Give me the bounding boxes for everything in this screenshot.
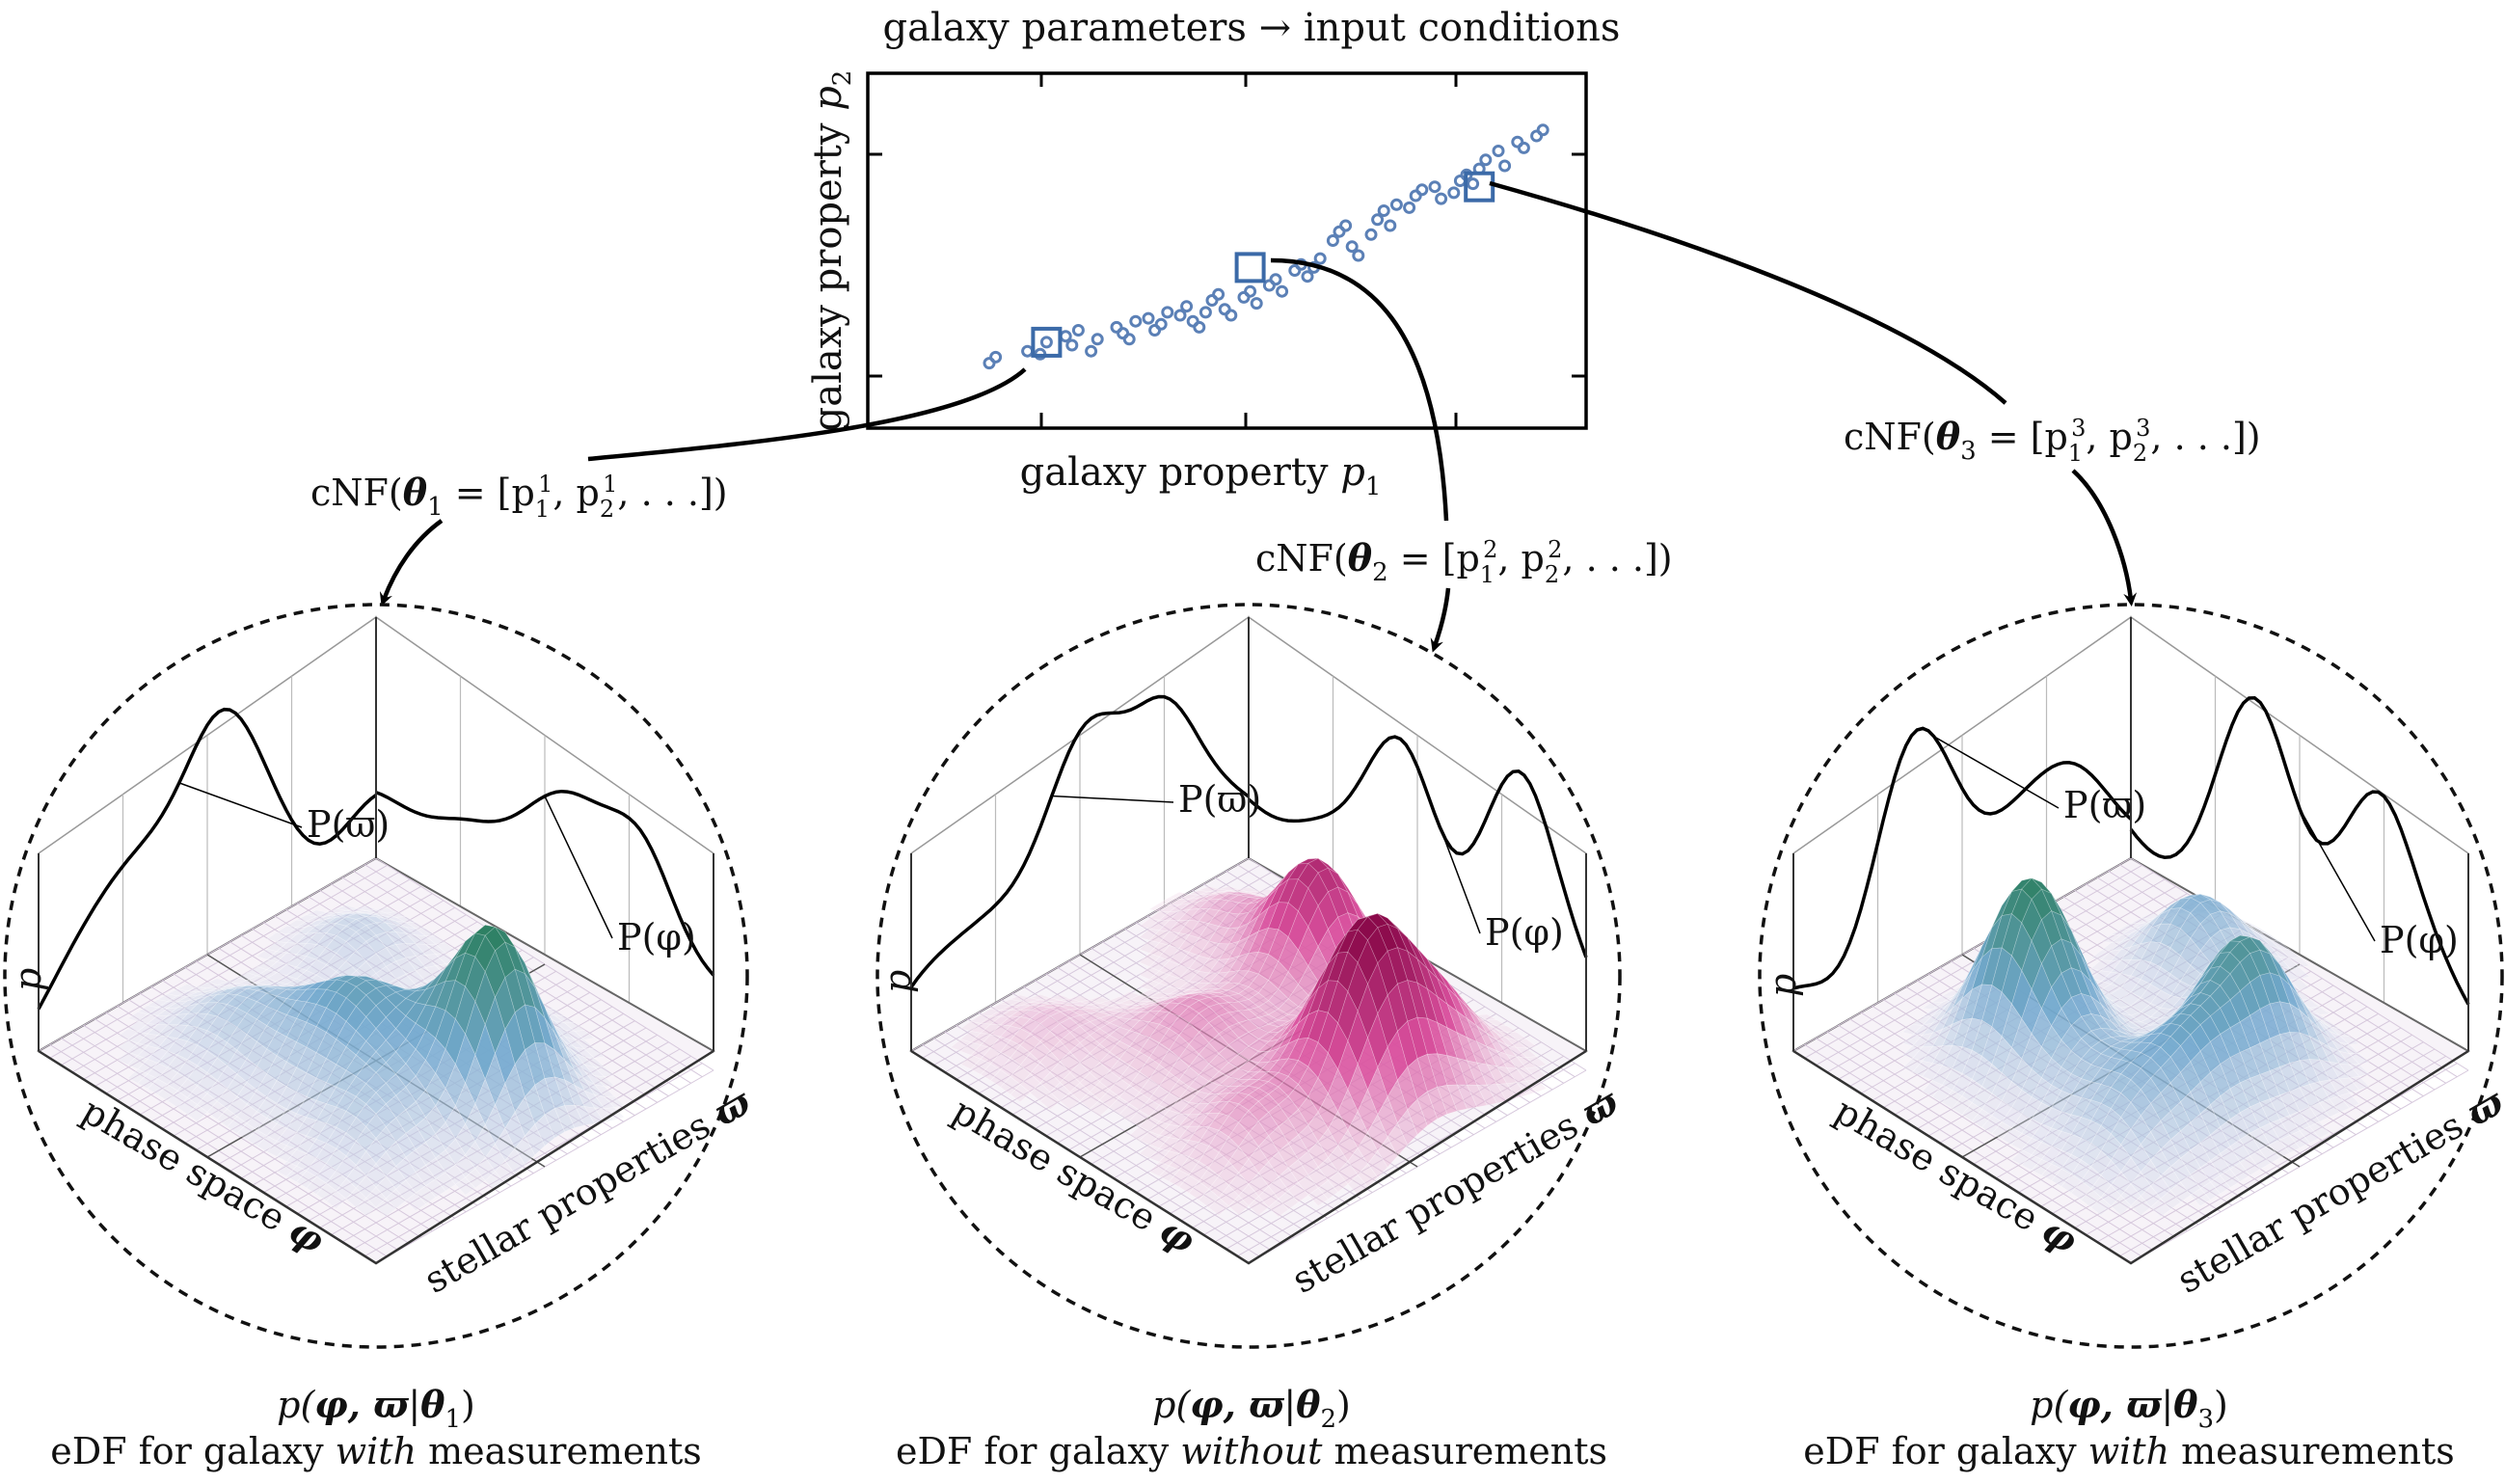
scatter-ylabel: galaxy property p2 <box>806 70 857 432</box>
scatter-point <box>1199 306 1212 319</box>
density-surface <box>1901 877 2370 1218</box>
scatter-point <box>1301 270 1314 283</box>
caption-text-2: eDF for galaxy without measurements <box>896 1430 1607 1472</box>
scatter-point <box>1384 219 1397 232</box>
scatter-point <box>1345 240 1359 254</box>
scatter-point <box>1479 153 1493 167</box>
marginal-curve-phi <box>2129 696 2470 1006</box>
scatter-point <box>1536 123 1549 137</box>
scatter-points <box>983 123 1549 370</box>
scatter-point <box>1389 198 1403 211</box>
edf-panel-2: P(ϖ) P(φ) p phase space φ stellar proper… <box>875 603 1626 1472</box>
scatter-point <box>1371 213 1385 227</box>
scatter-point <box>1244 284 1257 298</box>
edf-surface-1 <box>3 603 749 1349</box>
p-phi-label-3: P(φ) <box>2380 919 2459 961</box>
scatter-point <box>1326 234 1339 247</box>
arrow-2 <box>1430 587 1451 653</box>
scatter-point <box>1447 186 1461 200</box>
scatter-point <box>1154 317 1168 331</box>
scatter-point <box>1352 249 1365 262</box>
top-scatter-plot: galaxy parameters → input conditions gal… <box>806 6 1620 501</box>
connector-2 <box>1270 257 1449 522</box>
scatter-point <box>1142 311 1155 325</box>
highlighted-galaxy-theta3 <box>1464 171 1495 202</box>
caption-formula-1: p(φ, ϖ|θ1) <box>277 1383 475 1434</box>
scatter-point <box>1339 219 1353 232</box>
scatter-point <box>1173 309 1187 322</box>
scatter-point <box>1180 300 1194 313</box>
p-varpi-label-2: P(ϖ) <box>1178 778 1261 821</box>
p-axis-label-1: p <box>7 968 49 991</box>
scatter-frame <box>866 71 1588 430</box>
cnf-label-2: cNF(θ2 = [p12, p22, . . .]) <box>1255 536 1673 588</box>
scatter-point <box>1085 344 1098 358</box>
cnf-label-3: cNF(θ3 = [p13, p23, . . .]) <box>1844 415 2261 467</box>
connector-3 <box>1489 180 2007 405</box>
scatter-point <box>1071 324 1085 337</box>
caption-text-1: eDF for galaxy with measurements <box>50 1430 701 1472</box>
scatter-point <box>1467 177 1480 191</box>
caption-formula-2: p(φ, ϖ|θ2) <box>1152 1383 1351 1434</box>
scatter-point <box>1122 333 1136 346</box>
arrow-1 <box>379 519 444 607</box>
scatter-point <box>1403 201 1416 214</box>
scatter-point <box>1276 284 1289 298</box>
dashed-boundary <box>875 603 1622 1349</box>
arrow-3 <box>2071 469 2138 607</box>
scatter-title: galaxy parameters → input conditions <box>883 6 1621 50</box>
p-phi-label-1: P(φ) <box>617 916 696 958</box>
scatter-point <box>1250 297 1263 310</box>
scatter-point <box>989 350 1003 364</box>
scatter-point <box>1059 330 1072 343</box>
scatter-point <box>1377 204 1390 217</box>
scatter-point <box>1435 192 1448 205</box>
marginal-curve-varpi <box>37 707 378 1011</box>
scatter-point <box>1161 306 1174 319</box>
marginal-curve-varpi <box>909 694 1251 988</box>
highlighted-galaxy-theta1 <box>1031 326 1063 358</box>
caption-text-3: eDF for galaxy with measurements <box>1803 1430 2454 1472</box>
edf-surface-3 <box>1758 603 2504 1349</box>
p-phi-label-2: P(φ) <box>1485 911 1564 954</box>
density-surface <box>117 904 626 1217</box>
scatter-point <box>1364 228 1378 241</box>
scatter-point <box>1129 314 1143 328</box>
p-axis-label-3: p <box>1762 974 1804 997</box>
scatter-xlabel: galaxy property p1 <box>1020 450 1382 501</box>
connectors <box>379 180 2138 653</box>
scatter-point <box>1021 344 1035 358</box>
scatter-point <box>1225 309 1238 322</box>
marginal-curve-phi <box>1247 735 1588 958</box>
p-varpi-label-1: P(ϖ) <box>307 803 390 846</box>
scatter-point <box>1428 180 1441 194</box>
scatter-point <box>1091 333 1104 346</box>
p-varpi-label-3: P(ϖ) <box>2063 784 2146 826</box>
scatter-point <box>1415 183 1429 197</box>
density-surface <box>950 857 1548 1218</box>
scatter-point <box>1517 141 1530 154</box>
dashed-boundary <box>3 603 749 1349</box>
edf-panel-3: P(ϖ) P(φ) p phase space φ stellar proper… <box>1758 603 2505 1472</box>
scatter-point <box>1212 287 1226 301</box>
scatter-ticks <box>868 73 1586 428</box>
connector-1 <box>587 367 1027 462</box>
dashed-boundary <box>1758 603 2504 1349</box>
scatter-point <box>1498 159 1512 173</box>
highlighted-galaxy-theta2 <box>1234 252 1266 283</box>
marginal-curve-varpi <box>1792 726 2133 990</box>
scatter-point <box>1039 336 1053 349</box>
p-axis-label-2: p <box>876 970 919 993</box>
edf-surface-2 <box>875 603 1622 1349</box>
cnf-label-1: cNF(θ1 = [p11, p21, . . .]) <box>310 471 728 523</box>
scatter-point <box>1313 252 1327 265</box>
scatter-point <box>1269 273 1282 286</box>
caption-formula-3: p(φ, ϖ|θ3) <box>2030 1383 2228 1434</box>
scatter-point <box>1065 338 1079 352</box>
edf-panel-1: P(ϖ) P(φ) p phase space φ stellar proper… <box>3 603 758 1472</box>
scatter-point <box>1492 145 1505 157</box>
scatter-point <box>1193 320 1206 334</box>
